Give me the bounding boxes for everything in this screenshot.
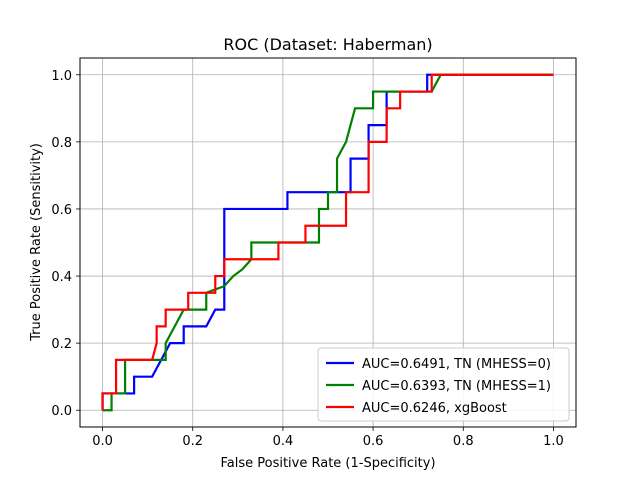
series-line-2 <box>102 73 554 412</box>
legend-label-3: AUC=0.6246, xgBoost <box>362 401 507 416</box>
y-tick-label: 1.0 <box>51 69 72 84</box>
legend-label-2: AUC=0.6393, TN (MHESS=1) <box>362 379 551 394</box>
x-tick-label: 0.4 <box>273 434 294 449</box>
y-tick-label: 0.6 <box>51 203 72 218</box>
series-line-3 <box>101 73 554 411</box>
x-tick-label: 0.2 <box>182 434 203 449</box>
legend-box <box>317 347 570 422</box>
grid <box>80 58 576 427</box>
y-tick-label: 0.0 <box>51 404 72 419</box>
y-axis-label: True Positive Rate (Sensitivity) <box>29 143 44 342</box>
axis-ticks: 0.0 0.2 0.4 0.6 0.8 1.0 0.0 0.2 0.4 0.6 0.8 1.0 <box>51 69 563 449</box>
x-tick-label: 1.0 <box>543 434 564 449</box>
x-tick-label: 0.8 <box>453 434 474 449</box>
x-tick-label: 0.6 <box>363 434 384 449</box>
chart-title: ROC (Dataset: Haberman) <box>223 35 432 54</box>
x-tick-label: 0.0 <box>92 434 113 449</box>
y-tick-label: 0.4 <box>51 270 72 285</box>
series-lines <box>101 73 554 412</box>
legend-label-1: AUC=0.6491, TN (MHESS=0) <box>362 357 551 372</box>
y-tick-label: 0.8 <box>51 136 72 151</box>
plot-frame <box>79 57 577 428</box>
legend: AUC=0.6491, TN (MHESS=0) AUC=0.6393, TN (… <box>317 347 570 422</box>
x-axis-label: False Positive Rate (1-Specificity) <box>220 456 435 471</box>
y-tick-label: 0.2 <box>51 337 72 352</box>
